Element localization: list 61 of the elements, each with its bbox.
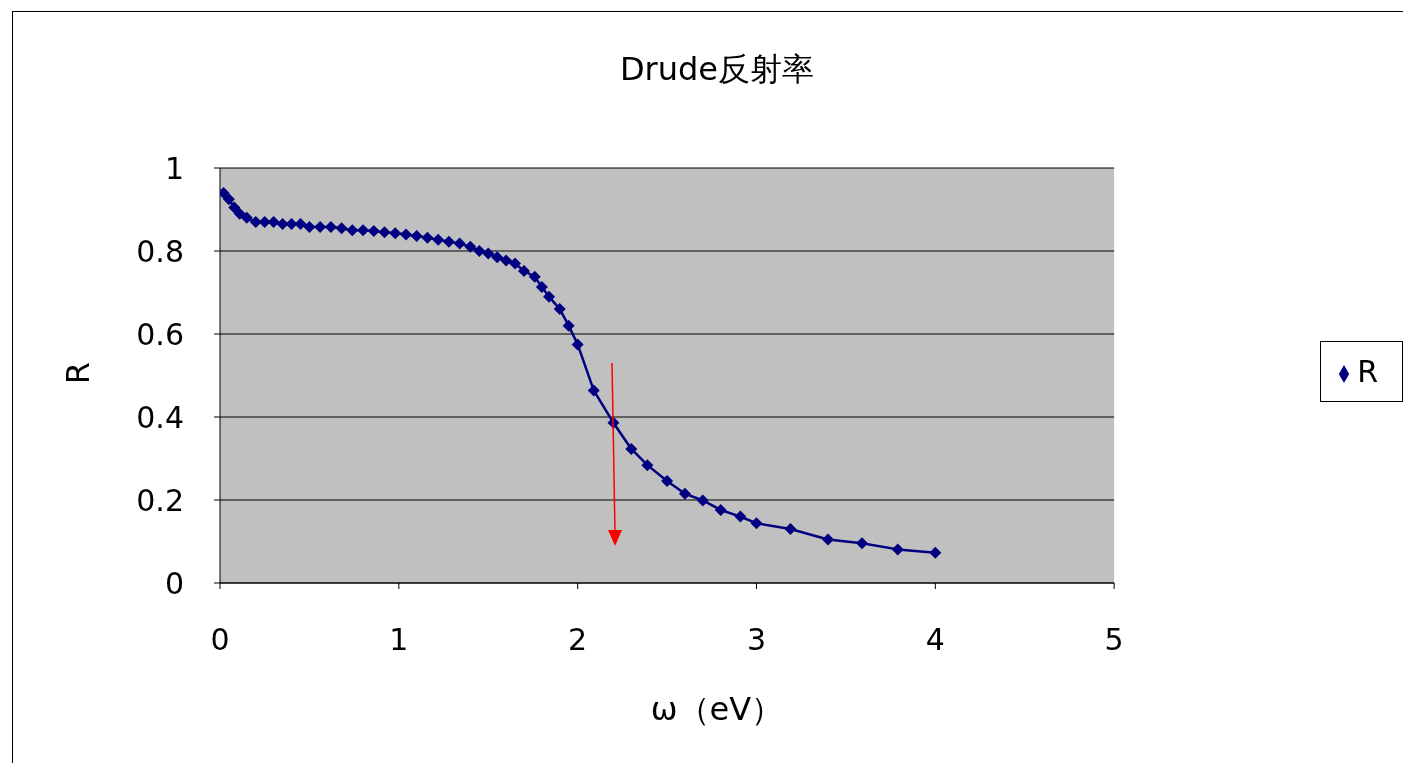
x-axis-title: ω（eV） — [649, 689, 785, 730]
point — [357, 224, 370, 237]
point — [378, 226, 391, 239]
x-tick-label: 0 — [210, 622, 230, 658]
point — [442, 235, 455, 248]
x-tick-label: 2 — [568, 622, 588, 658]
point — [509, 257, 522, 270]
point — [473, 245, 486, 257]
x-tick-label: 4 — [925, 622, 945, 658]
point — [240, 211, 253, 224]
legend-label: R — [1357, 354, 1378, 389]
point — [587, 384, 600, 397]
point — [855, 537, 868, 550]
point — [399, 228, 412, 241]
point — [641, 459, 654, 472]
point — [891, 543, 904, 556]
point — [571, 338, 584, 351]
point — [491, 251, 504, 264]
y-tick-label: 0.4 — [136, 399, 184, 435]
point — [543, 290, 556, 303]
point — [482, 247, 495, 260]
point — [678, 487, 691, 500]
point — [389, 227, 402, 240]
point — [822, 533, 835, 546]
point — [346, 224, 359, 237]
point — [367, 225, 380, 238]
point — [661, 474, 674, 487]
point — [233, 207, 246, 220]
point — [784, 523, 797, 536]
y-axis-title: R — [58, 360, 98, 387]
point — [696, 494, 709, 507]
chart-title: Drude反射率 — [618, 49, 816, 90]
point — [562, 319, 575, 332]
y-tick-label: 1 — [164, 150, 184, 186]
point — [410, 230, 423, 243]
point — [553, 303, 566, 316]
point — [432, 233, 445, 246]
point — [249, 215, 262, 228]
point — [734, 510, 747, 523]
point — [303, 220, 316, 233]
x-tick-label: 5 — [1104, 622, 1124, 658]
point — [929, 546, 942, 559]
point — [421, 231, 434, 244]
point — [335, 222, 348, 235]
y-tick-label: 0.8 — [136, 233, 184, 269]
point — [500, 254, 513, 267]
point — [228, 201, 241, 214]
point — [535, 281, 548, 294]
point — [453, 237, 466, 250]
point — [625, 442, 638, 455]
y-tick-label: 0 — [164, 565, 184, 601]
y-tick-label: 0.2 — [136, 482, 184, 518]
point — [714, 503, 727, 516]
point — [222, 193, 235, 206]
x-tick-label: 1 — [389, 622, 409, 658]
point — [528, 270, 541, 283]
y-tick-label: 0.6 — [136, 316, 184, 352]
point — [518, 264, 531, 277]
x-tick-label: 3 — [746, 622, 767, 658]
point — [750, 517, 763, 530]
point — [464, 240, 477, 253]
